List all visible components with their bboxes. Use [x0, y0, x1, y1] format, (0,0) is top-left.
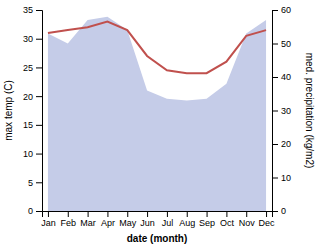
tick-mark [272, 211, 278, 212]
y-axis-title: max temp (C) [3, 80, 14, 141]
tick-label: Nov [239, 218, 256, 228]
tick: 0 [28, 206, 42, 216]
tick-label: 60 [281, 5, 291, 15]
tick: 10 [23, 149, 42, 159]
tick-mark [246, 211, 247, 217]
tick: 0 [272, 206, 286, 216]
axis-line [43, 212, 273, 218]
tick-label: Oct [220, 218, 235, 228]
tick: Dec [259, 211, 276, 228]
plot: Jan FebMar Apr MayJun Jul Aug Sep Oct NovDec 0 5 10… [3, 5, 315, 244]
y2-axis: 0 10 20 30 40 50 60 [272, 5, 291, 216]
tick-mark [36, 39, 42, 40]
tick: Feb [61, 211, 77, 228]
tick-mark [36, 182, 42, 183]
tick: 20 [272, 139, 291, 149]
tick: Oct [220, 211, 235, 228]
tick-label: 10 [281, 173, 291, 183]
tick-label: 0 [28, 206, 33, 216]
tick: 35 [23, 5, 42, 15]
tick-mark [272, 144, 278, 145]
tick-mark [272, 111, 278, 112]
axis-line [36, 11, 43, 212]
tick: Nov [239, 211, 256, 228]
tick-mark [187, 211, 188, 217]
tick-label: 50 [281, 39, 291, 49]
tick: 30 [23, 34, 42, 44]
tick-mark [272, 44, 278, 45]
tick-mark [36, 67, 42, 68]
x-axis: Jan FebMar Apr MayJun Jul Aug Sep Oct NovDec [41, 211, 275, 228]
y-axis: 0 5 10 15 20 25 30 35 [23, 5, 43, 216]
tick-mark [272, 10, 278, 11]
tick-label: Mar [80, 218, 96, 228]
tick-mark [207, 211, 208, 217]
tick-label: 15 [23, 120, 33, 130]
tick-label: Jul [162, 218, 174, 228]
tick-mark [36, 211, 42, 212]
line [48, 21, 266, 73]
tick-label: 40 [281, 72, 291, 82]
tick: Jan [41, 211, 56, 228]
tick: Mar [80, 211, 96, 228]
tick-label: Jun [140, 218, 155, 228]
axis-line [273, 11, 279, 212]
tick-mark [88, 211, 89, 217]
tick: 10 [272, 173, 291, 183]
tick-label: Sep [199, 218, 215, 228]
marks [48, 17, 266, 211]
tick-mark [266, 211, 267, 217]
tick-label: Aug [179, 218, 195, 228]
tick-mark [36, 154, 42, 155]
tick: May [119, 211, 137, 228]
tick: Aug [179, 211, 195, 228]
tick: Jul [162, 211, 174, 228]
tick-label: 10 [23, 149, 33, 159]
tick-label: Apr [101, 218, 115, 228]
tick-mark [147, 211, 148, 217]
tick-mark [36, 125, 42, 126]
tick-label: 20 [23, 92, 33, 102]
chart: Jan FebMar Apr MayJun Jul Aug Sep Oct NovDec 0 5 10… [0, 0, 318, 247]
tick-label: 5 [28, 178, 33, 188]
tick-label: 20 [281, 139, 291, 149]
tick-mark [48, 211, 49, 217]
tick-mark [68, 211, 69, 217]
tick-mark [226, 211, 227, 217]
tick: 40 [272, 72, 291, 82]
tick-label: Feb [61, 218, 77, 228]
tick-label: 30 [23, 34, 33, 44]
tick-label: Jan [41, 218, 56, 228]
tick-mark [272, 77, 278, 78]
tick-mark [36, 10, 42, 11]
tick-label: 0 [281, 206, 286, 216]
tick: 50 [272, 39, 291, 49]
tick-label: 25 [23, 63, 33, 73]
y2-axis-title: med. precipitation (kg/m2) [304, 53, 315, 169]
tick: 5 [28, 178, 42, 188]
tick: 25 [23, 63, 42, 73]
x-axis-title: date (month) [127, 233, 188, 244]
tick-label: Dec [259, 218, 276, 228]
tick: Apr [101, 211, 115, 228]
tick-label: 35 [23, 5, 33, 15]
tick-mark [167, 211, 168, 217]
tick: 15 [23, 120, 42, 130]
area [48, 17, 266, 211]
tick-mark [127, 211, 128, 217]
tick: 20 [23, 92, 42, 102]
tick-mark [272, 178, 278, 179]
tick: Sep [199, 211, 215, 228]
tick-mark [107, 211, 108, 217]
tick: Jun [140, 211, 155, 228]
tick-label: May [119, 218, 137, 228]
tick: 60 [272, 5, 291, 15]
tick-label: 30 [281, 106, 291, 116]
tick-mark [36, 96, 42, 97]
tick: 30 [272, 106, 291, 116]
